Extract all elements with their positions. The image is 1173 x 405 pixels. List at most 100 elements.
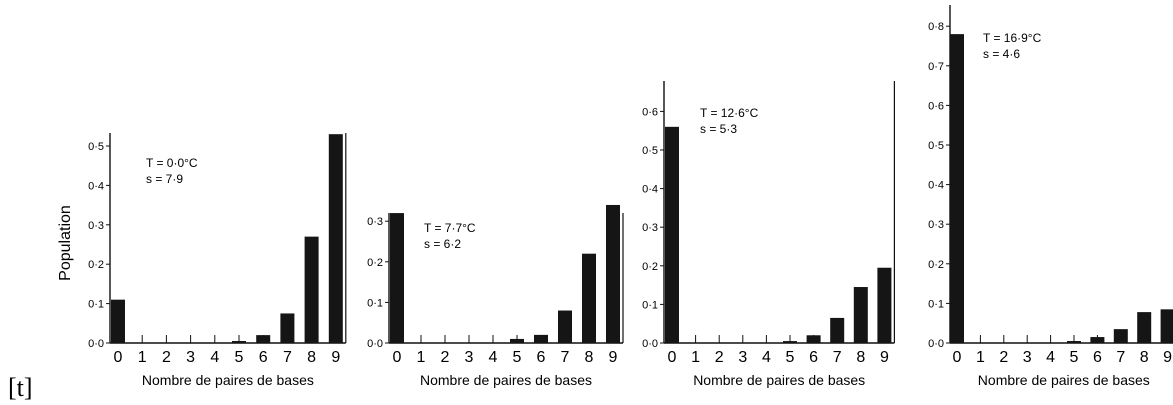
x-tick-label: 7	[833, 349, 842, 366]
x-tick-label: 7	[561, 349, 570, 366]
bar-7	[280, 313, 295, 343]
x-tick-label: 0	[114, 349, 123, 366]
y-tick-label: 0·1	[642, 299, 658, 311]
bar-8	[304, 236, 319, 343]
panel-annotation: s = 5·3	[700, 122, 737, 136]
bar-7	[830, 317, 845, 343]
y-tick-label: 0·6	[928, 100, 944, 112]
bar-6	[1090, 337, 1105, 343]
y-tick-label: 0·3	[88, 220, 104, 232]
x-tick-label: 2	[715, 349, 724, 366]
y-tick-label: 0·2	[642, 261, 658, 273]
panel-annotation: T = 7·7°C	[424, 221, 476, 235]
x-tick-label: 4	[489, 349, 498, 366]
y-tick-label: 0·0	[367, 338, 383, 350]
bar-chart-panel-2: 0·0 0·1 0·2 0·3 0 1 2 3 4 5 6 7 8 9 Nombre de paires d…	[367, 204, 624, 388]
panel-annotation: s = 4·6	[983, 47, 1020, 61]
y-tick-label: 0·3	[642, 222, 658, 234]
panel-annotation: T = 16·9°C	[983, 31, 1042, 45]
bar-8	[582, 253, 596, 343]
panel-annotation: s = 7·9	[146, 172, 183, 186]
x-tick-label: 5	[1070, 349, 1079, 366]
x-axis-label: Nombre de paires de bases	[978, 372, 1150, 388]
x-tick-label: 9	[331, 349, 340, 366]
y-tick-label: 0·0	[928, 338, 944, 350]
x-tick-label: 5	[786, 349, 795, 366]
y-tick-label: 0·4	[928, 180, 944, 192]
bar-6	[256, 335, 271, 343]
y-tick-label: 0·2	[88, 259, 104, 271]
bar-5	[1067, 341, 1081, 343]
y-tick-label: 0·3	[928, 219, 944, 231]
y-tick-label: 0·1	[88, 299, 104, 311]
bar-6	[534, 334, 548, 343]
y-tick-label: 0·5	[928, 140, 944, 152]
x-tick-label: 7	[1116, 349, 1125, 366]
y-tick-label: 0·0	[642, 338, 658, 350]
bar-5	[510, 338, 524, 343]
x-tick-label: 9	[1163, 349, 1172, 366]
bar-9	[606, 204, 620, 343]
bar-8	[853, 287, 868, 343]
bar-6	[806, 335, 821, 343]
y-tick-label: 0·4	[642, 184, 658, 196]
bar-7	[558, 310, 572, 343]
x-tick-label: 9	[880, 349, 889, 366]
x-tick-label: 2	[441, 349, 450, 366]
x-tick-label: 1	[138, 349, 147, 366]
y-tick-label: 0·5	[642, 145, 658, 157]
x-tick-label: 6	[259, 349, 268, 366]
bar-9	[328, 134, 343, 343]
bar-chart-panel-1: 0·0 0·1 0·2 0·3 0·4 0·5 0 1 2 3 4 5 6 7 8 9 Nombre de pa…	[88, 133, 347, 388]
x-tick-label: 6	[809, 349, 818, 366]
x-tick-label: 8	[856, 349, 865, 366]
x-tick-label: 5	[235, 349, 244, 366]
x-tick-label: 1	[417, 349, 426, 366]
x-tick-label: 6	[537, 349, 546, 366]
x-axis-label: Nombre de paires de bases	[142, 372, 314, 388]
x-tick-label: 4	[1046, 349, 1055, 366]
x-tick-label: 8	[307, 349, 316, 366]
y-tick-label: 0·1	[367, 297, 383, 309]
y-tick-label: 0·7	[928, 61, 944, 73]
y-tick-label: 0·8	[928, 21, 944, 33]
y-tick-label: 0·5	[88, 141, 104, 153]
y-tick-label: 0·1	[928, 298, 944, 310]
x-tick-label: 2	[162, 349, 171, 366]
bar-0	[665, 126, 679, 343]
x-tick-label: 3	[465, 349, 474, 366]
x-tick-label: 2	[999, 349, 1008, 366]
x-axis-label: Nombre de paires de bases	[693, 372, 865, 388]
bar-8	[1137, 312, 1152, 343]
x-tick-label: 0	[953, 349, 962, 366]
x-tick-label: 8	[1140, 349, 1149, 366]
y-tick-label: 0·6	[642, 106, 658, 118]
y-tick-label: 0·0	[88, 338, 104, 350]
panel-annotation: T = 12·6°C	[700, 106, 759, 120]
x-tick-label: 0	[668, 349, 677, 366]
y-axis-label: Population	[57, 205, 74, 281]
bar-chart-panel-3: 0·0 0·1 0·2 0·3 0·4 0·5 0·6 0 1 2 3 4 5 6 7 8 9 Nombre de…	[642, 81, 896, 388]
x-tick-label: 8	[585, 349, 594, 366]
bar-0	[390, 213, 404, 343]
panel-annotation: s = 6·2	[424, 237, 461, 251]
y-tick-label: 0·2	[367, 257, 383, 269]
x-tick-label: 9	[609, 349, 618, 366]
y-tick-label: 0·2	[928, 259, 944, 271]
y-tick-label: 0·3	[367, 216, 383, 228]
bar-chart-panel-4: 0·0 0·1 0·2 0·3 0·4 0·5 0·6 0·7 0·8 0 1 2 3 4 5 6 7 8 9 Nom…	[928, 5, 1173, 388]
panel-annotation: T = 0·0°C	[146, 156, 198, 170]
x-tick-label: 5	[513, 349, 522, 366]
bar-0	[950, 34, 964, 344]
bar-5	[783, 341, 797, 343]
bar-5	[232, 341, 246, 343]
x-tick-label: 3	[186, 349, 195, 366]
x-tick-label: 7	[283, 349, 292, 366]
y-tick-label: 0·4	[88, 180, 104, 192]
bar-7	[1113, 329, 1128, 343]
x-axis-label: Nombre de paires de bases	[420, 372, 592, 388]
x-tick-label: 4	[210, 349, 219, 366]
x-tick-label: 3	[738, 349, 747, 366]
